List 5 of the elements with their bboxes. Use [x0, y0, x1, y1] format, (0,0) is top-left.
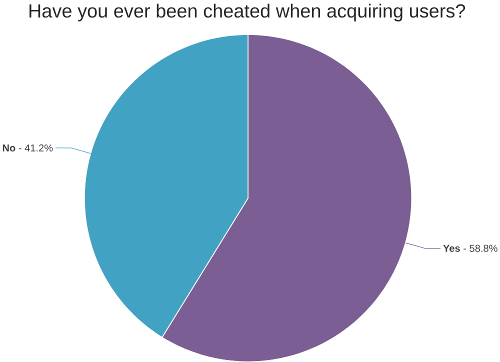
slice-label: Yes -	[443, 244, 466, 252]
data-label: 58.8%	[470, 244, 498, 252]
chart-title: Have you ever been cheated when acquiring users?	[30, 4, 466, 22]
slice-label: No -	[2, 144, 22, 152]
data-label: 41.2%	[24, 144, 53, 152]
